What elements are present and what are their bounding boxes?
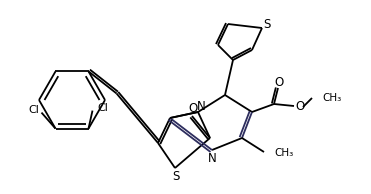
Text: N: N bbox=[208, 152, 216, 165]
Text: CH₃: CH₃ bbox=[322, 93, 341, 103]
Text: Cl: Cl bbox=[97, 103, 108, 113]
Text: CH₃: CH₃ bbox=[274, 148, 293, 158]
Text: O: O bbox=[295, 100, 305, 113]
Text: S: S bbox=[263, 18, 271, 31]
Text: Cl: Cl bbox=[28, 105, 39, 115]
Text: N: N bbox=[197, 100, 206, 113]
Text: O: O bbox=[275, 75, 283, 88]
Text: O: O bbox=[188, 102, 198, 115]
Text: S: S bbox=[172, 170, 180, 183]
